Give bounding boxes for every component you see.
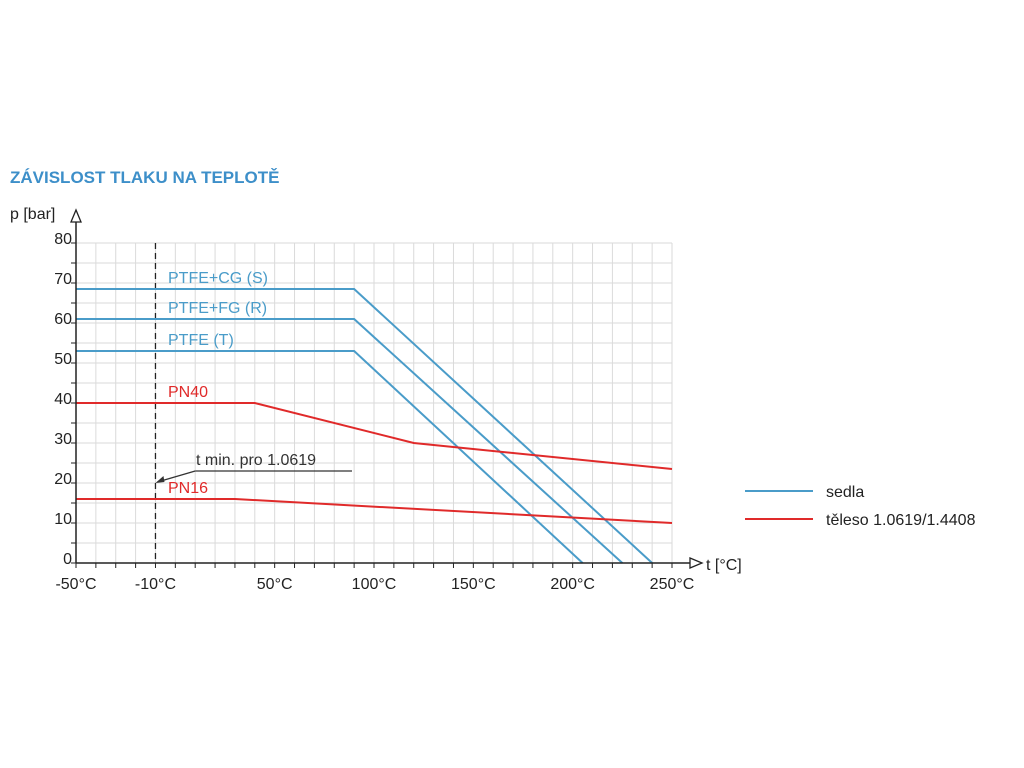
series-line-ptfe-t [76, 350, 584, 564]
y-tick-label: 30 [54, 431, 72, 448]
x-tick-label: -10°C [135, 576, 176, 593]
series-lines [76, 288, 673, 564]
y-tick-label: 10 [54, 511, 72, 528]
y-axis-arrow [70, 208, 82, 223]
series-labels: PTFE+CG (S) PTFE+FG (R) PTFE (T) PN40 PN16 [168, 270, 268, 497]
x-tick-label: 250°C [650, 576, 695, 593]
x-axis-arrow [689, 557, 704, 569]
series-line-pn40 [76, 402, 673, 470]
legend-label-teleso: těleso 1.0619/1.4408 [826, 512, 976, 529]
legend-label-sedla: sedla [826, 484, 864, 501]
y-tick-label: 0 [63, 551, 72, 568]
y-tick-label: 70 [54, 271, 72, 288]
series-label: PTFE+CG (S) [168, 270, 268, 287]
annotation: t min. pro 1.0619 [155, 452, 352, 483]
axes [70, 208, 704, 569]
annotation-arrowhead [155, 476, 165, 483]
series-label: PTFE+FG (R) [168, 300, 267, 317]
series-label: PTFE (T) [168, 332, 234, 349]
series-label: PN40 [168, 384, 208, 401]
x-tick-label: 50°C [257, 576, 293, 593]
x-tick-label: 100°C [352, 576, 397, 593]
x-tick-label: -50°C [55, 576, 96, 593]
grid [75, 242, 673, 564]
y-tick-labels: 0 10 20 30 40 50 60 70 80 [54, 231, 72, 568]
y-tick-label: 60 [54, 311, 72, 328]
chart-title: ZÁVISLOST TLAKU NA TEPLOTĚ [10, 168, 279, 187]
y-tick-label: 40 [54, 391, 72, 408]
y-tick-label: 50 [54, 351, 72, 368]
annotation-text: t min. pro 1.0619 [196, 452, 316, 469]
series-line-ptfe-cg-s [76, 288, 653, 564]
series-line-pn16 [76, 498, 673, 524]
x-tick-label: 150°C [451, 576, 496, 593]
y-tick-label: 80 [54, 231, 72, 248]
legend: sedla těleso 1.0619/1.4408 [745, 484, 976, 529]
x-tick-labels: -50°C -10°C 50°C 100°C 150°C 200°C 250°C [55, 576, 694, 593]
series-line-ptfe-fg-r [76, 318, 624, 564]
x-axis-label: t [°C] [706, 557, 742, 574]
series-label: PN16 [168, 480, 208, 497]
x-tick-label: 200°C [550, 576, 595, 593]
y-tick-label: 20 [54, 471, 72, 488]
y-axis-label: p [bar] [10, 206, 55, 223]
